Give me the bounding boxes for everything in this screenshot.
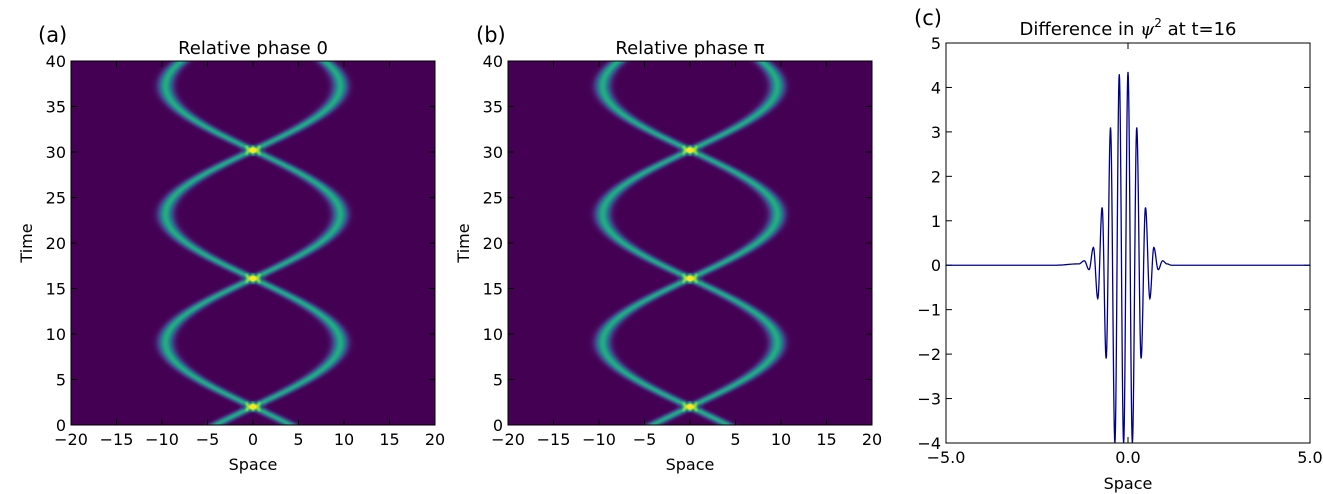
- panel-a-heatmap: [71, 61, 435, 425]
- panel-b-title: Relative phase π: [615, 38, 764, 59]
- panel-b-ytick-label-8: 40: [483, 52, 503, 71]
- panel-a-xtick-label-4: 0: [248, 430, 258, 449]
- panel-c-ytick-label-1: −3: [917, 390, 941, 409]
- panel-a-xtick-label-1: −15: [100, 430, 134, 449]
- panel-a-ytick-label-5: 25: [46, 189, 66, 208]
- panel-c-ticks: −5.0 0.0 5.0 −4 −3 −2 −1 0 1 2 3 4 5: [917, 34, 1322, 467]
- panel-a-ticks: −20 −15 −10 −5 0 5 10 15 20 0 5 10 15 20 25 30 35 40: [46, 52, 446, 449]
- panel-c-frame: [945, 42, 1311, 444]
- panel-b-ytick-label-6: 30: [483, 143, 503, 162]
- panel-c-xtick-label-1: 0.0: [1115, 448, 1140, 467]
- panel-b-ytick-label-3: 15: [483, 280, 503, 299]
- panel-a-ytick-label-2: 10: [46, 325, 66, 344]
- panel-b-ytick-label-0: 0: [493, 416, 503, 435]
- panel-c-letter: (c): [914, 6, 942, 30]
- panel-a-ytick-label-7: 35: [46, 98, 66, 117]
- panel-c-title: Difference in ψ2 at t=16: [1020, 16, 1237, 40]
- panel-b-ytick-label-5: 25: [483, 189, 503, 208]
- panel-a-ylabel: Time: [17, 223, 36, 263]
- panel-b-xtick-label-1: −15: [537, 430, 571, 449]
- panel-b-xtick-label-2: −10: [582, 430, 616, 449]
- panel-a-xtick-label-7: 15: [379, 430, 399, 449]
- panel-c-ytick-label-6: 2: [931, 167, 941, 186]
- panel-c-xtick-label-0: −5.0: [927, 448, 966, 467]
- panel-b-ylabel: Time: [454, 223, 473, 263]
- panel-a: (a) Relative phase 0 −20 −15 −10 −5 0 5 10 15 20…: [17, 23, 445, 474]
- panel-b-xtick-label-0: −20: [491, 430, 525, 449]
- panel-a-xtick-label-0: −20: [54, 430, 88, 449]
- panel-c-xtick-label-2: 5.0: [1297, 448, 1322, 467]
- panel-a-ytick-label-3: 15: [46, 280, 66, 299]
- panel-c-title-prefix: Difference in: [1020, 19, 1141, 40]
- panel-c-ytick-label-8: 4: [931, 78, 941, 97]
- panel-b-ytick-label-7: 35: [483, 98, 503, 117]
- panel-c-xlabel: Space: [1104, 474, 1153, 493]
- panel-a-ytick-label-6: 30: [46, 143, 66, 162]
- panel-c-ytick-label-2: −2: [917, 345, 941, 364]
- panel-a-xtick-label-3: −5: [196, 430, 220, 449]
- panel-b-xtick-label-7: 15: [816, 430, 836, 449]
- panel-c-ytick-label-0: −4: [917, 434, 941, 453]
- panel-c-ytick-label-4: 0: [931, 256, 941, 275]
- panel-a-xtick-label-2: −10: [145, 430, 179, 449]
- panel-c-title-suffix: at t=16: [1162, 19, 1237, 40]
- panel-a-xlabel: Space: [229, 455, 278, 474]
- panel-b-xlabel: Space: [666, 455, 715, 474]
- panel-c-ytick-label-5: 1: [931, 212, 941, 231]
- panel-c-series-line: [946, 71, 1310, 444]
- panel-c-title-symbol: ψ: [1140, 19, 1155, 40]
- panel-c-title-superscript: 2: [1154, 16, 1162, 30]
- panel-b-xtick-label-8: 20: [862, 430, 882, 449]
- panel-b-xtick-label-4: 0: [685, 430, 695, 449]
- panel-a-ytick-label-4: 20: [46, 234, 66, 253]
- panel-c-ytick-label-3: −1: [917, 301, 941, 320]
- panel-c-ytick-label-7: 3: [931, 123, 941, 142]
- panel-c: (c) Difference in ψ2 at t=16 −5.0 0.0 5.0−…: [914, 6, 1323, 493]
- panel-a-ytick-label-1: 5: [56, 371, 66, 390]
- panel-b-ytick-label-4: 20: [483, 234, 503, 253]
- panel-a-xtick-label-6: 10: [334, 430, 354, 449]
- panel-a-title: Relative phase 0: [178, 38, 328, 59]
- panel-b: (b) Relative phase π −20 −15 −10 −5 0 5 10 15 20…: [454, 23, 882, 474]
- panel-a-xtick-label-8: 20: [425, 430, 445, 449]
- panel-b-ticks: −20 −15 −10 −5 0 5 10 15 20 0 5 10 15 20 25 30 35 40: [483, 52, 883, 449]
- panel-b-ytick-label-2: 10: [483, 325, 503, 344]
- panel-b-xtick-label-5: 5: [730, 430, 740, 449]
- panel-a-letter: (a): [38, 23, 67, 47]
- panel-a-ytick-label-8: 40: [46, 52, 66, 71]
- panel-b-heatmap: [508, 61, 872, 425]
- panel-a-xtick-label-5: 5: [293, 430, 303, 449]
- panel-b-letter: (b): [476, 23, 506, 47]
- panel-c-ytick-label-9: 5: [931, 34, 941, 53]
- panel-b-xtick-label-6: 10: [771, 430, 791, 449]
- panel-b-ytick-label-1: 5: [493, 371, 503, 390]
- panel-a-ytick-label-0: 0: [56, 416, 66, 435]
- panel-b-xtick-label-3: −5: [633, 430, 657, 449]
